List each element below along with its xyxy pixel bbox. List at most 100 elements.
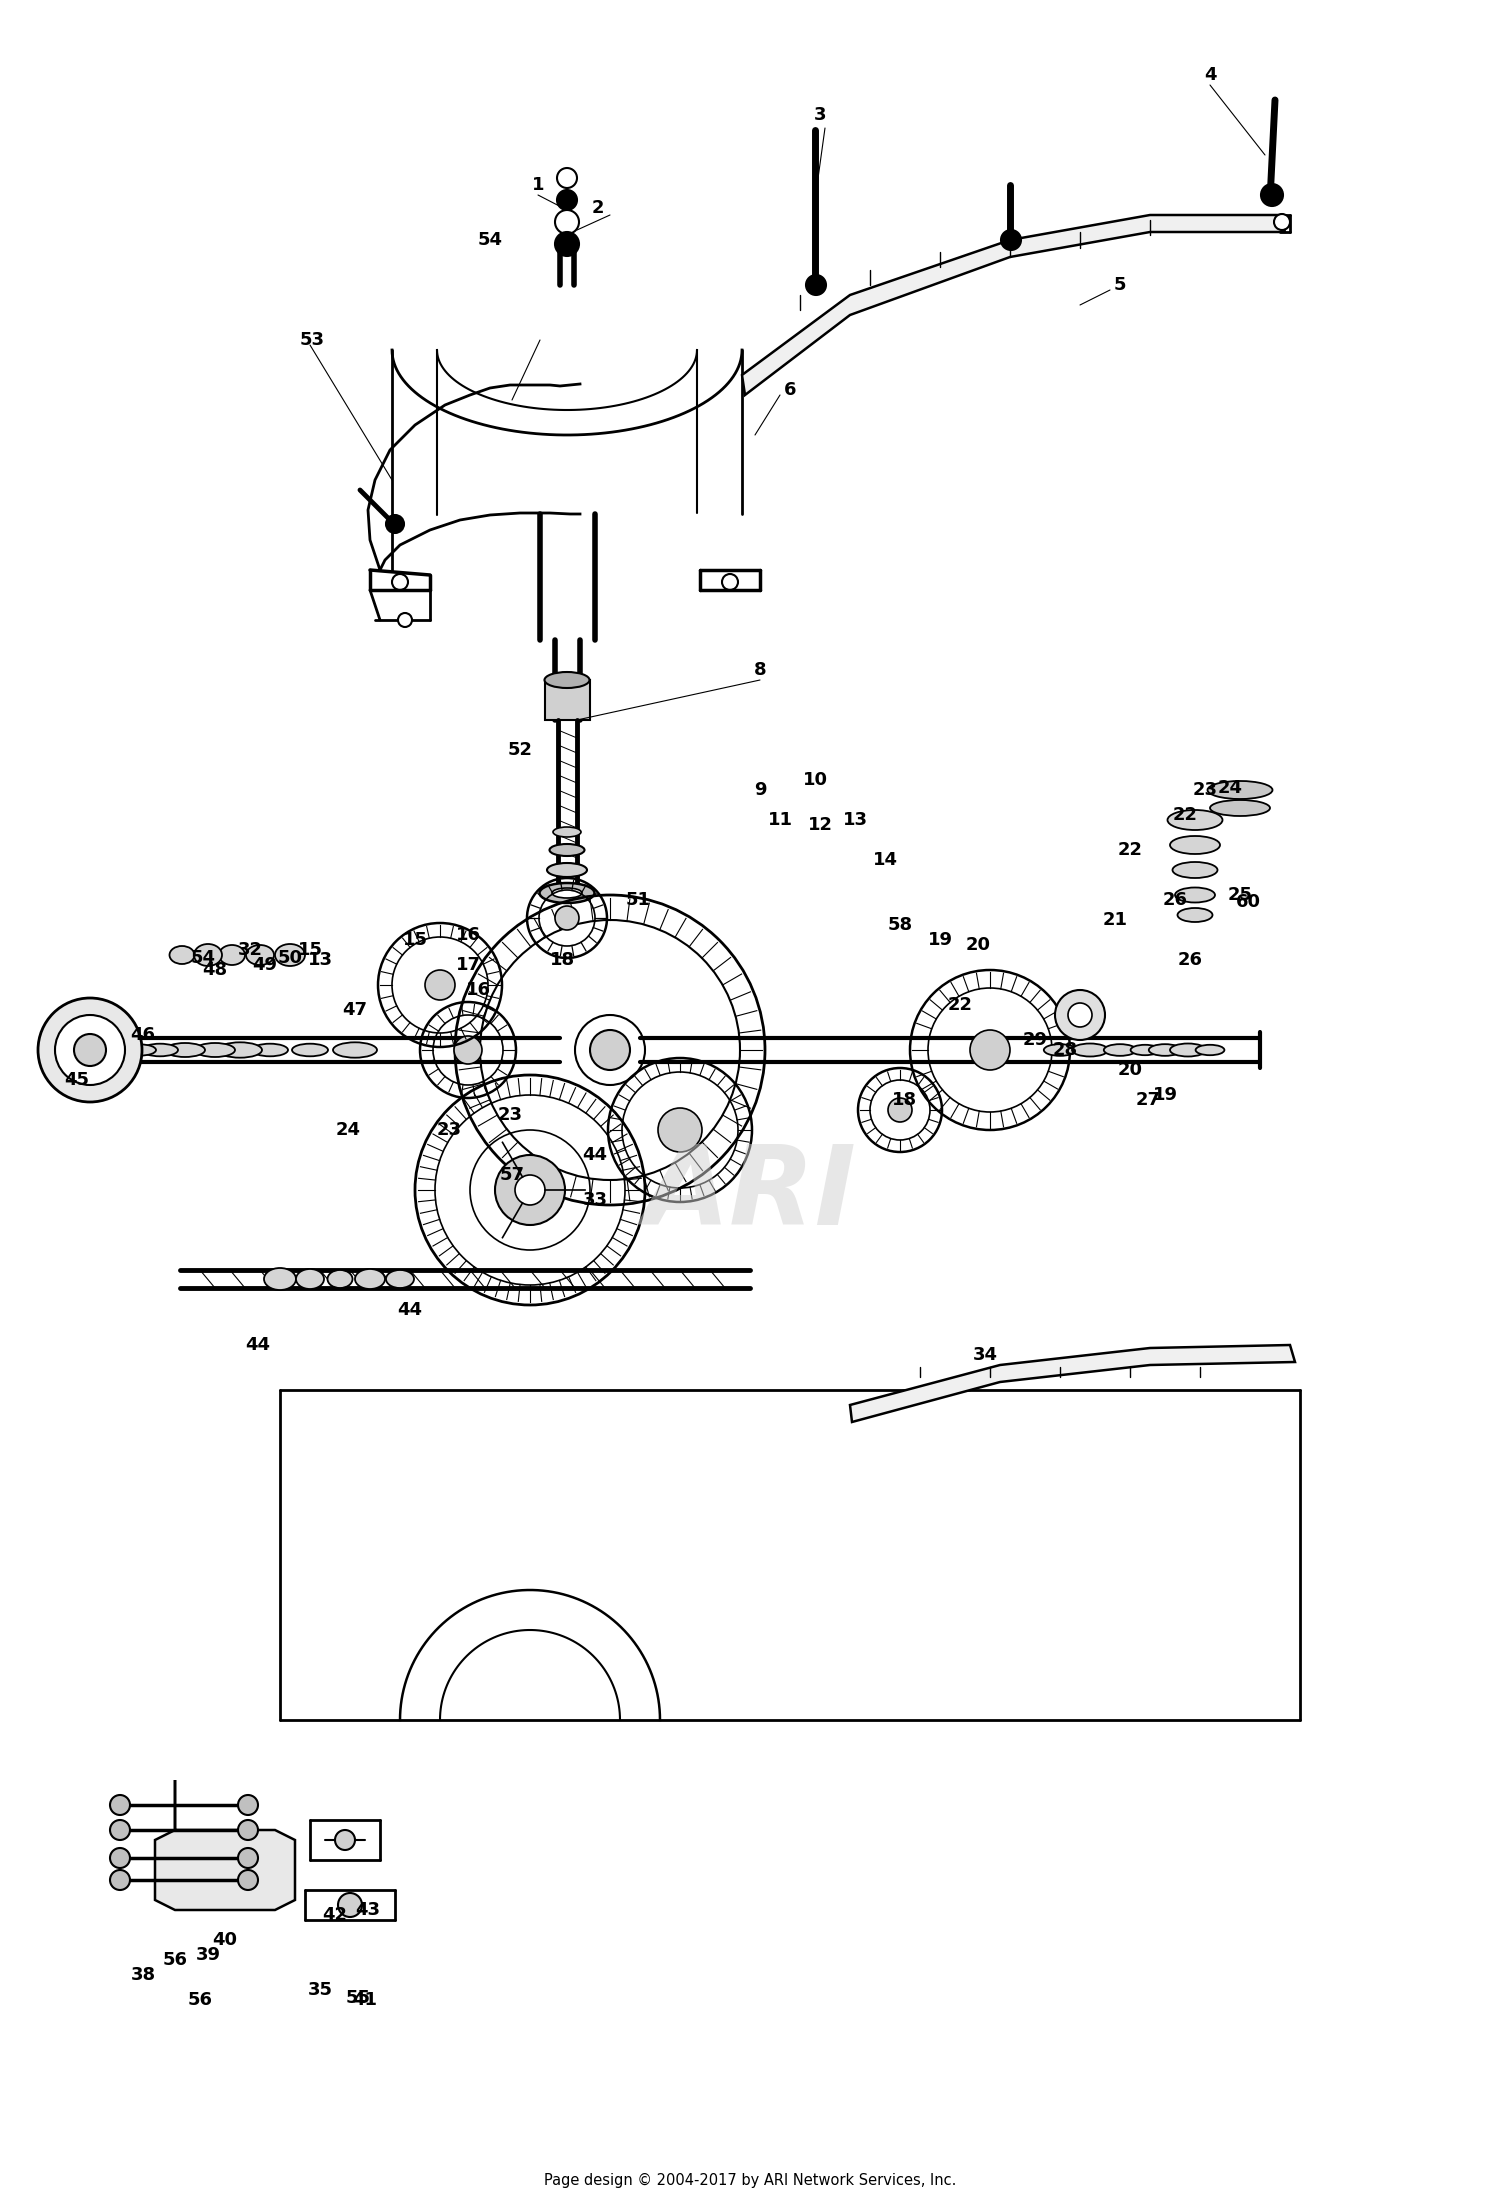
Ellipse shape (194, 945, 222, 967)
Circle shape (454, 1035, 482, 1064)
Text: 56: 56 (162, 1951, 188, 1969)
Ellipse shape (1208, 781, 1272, 799)
Ellipse shape (549, 845, 585, 856)
Text: 23: 23 (498, 1106, 522, 1124)
Circle shape (658, 1108, 702, 1152)
Text: 5: 5 (1113, 276, 1126, 294)
Circle shape (556, 190, 578, 210)
Text: 34: 34 (972, 1345, 998, 1365)
Ellipse shape (386, 1270, 414, 1287)
Text: 26: 26 (1178, 951, 1203, 969)
Ellipse shape (1167, 810, 1222, 830)
Text: 56: 56 (188, 1991, 213, 2008)
Circle shape (556, 168, 578, 188)
Ellipse shape (170, 947, 195, 964)
Circle shape (334, 1829, 356, 1849)
Circle shape (110, 1820, 130, 1840)
Text: 25: 25 (1227, 887, 1252, 905)
Circle shape (555, 907, 579, 929)
Text: 57: 57 (500, 1166, 525, 1183)
Polygon shape (544, 679, 590, 719)
Text: Page design © 2004-2017 by ARI Network Services, Inc.: Page design © 2004-2017 by ARI Network S… (544, 2172, 956, 2188)
Circle shape (1262, 184, 1282, 206)
Text: 49: 49 (252, 956, 278, 973)
Circle shape (110, 1794, 130, 1816)
Ellipse shape (217, 1042, 262, 1057)
Text: 38: 38 (130, 1966, 156, 1984)
Circle shape (514, 1175, 544, 1206)
Ellipse shape (327, 1270, 352, 1287)
Ellipse shape (1072, 1044, 1108, 1057)
Text: 32: 32 (237, 940, 262, 960)
Circle shape (970, 1031, 1010, 1071)
Text: 44: 44 (582, 1146, 608, 1164)
Circle shape (110, 1847, 130, 1867)
Text: 58: 58 (888, 916, 912, 933)
Text: 40: 40 (213, 1931, 237, 1949)
Circle shape (1274, 215, 1290, 230)
Ellipse shape (1104, 1044, 1136, 1055)
Polygon shape (742, 215, 1286, 396)
Text: 11: 11 (768, 812, 792, 830)
Text: 19: 19 (927, 931, 952, 949)
Ellipse shape (219, 945, 245, 964)
Ellipse shape (1170, 836, 1219, 854)
Ellipse shape (124, 1044, 156, 1055)
Circle shape (806, 274, 826, 294)
Ellipse shape (292, 1044, 328, 1057)
Text: 3: 3 (813, 106, 826, 124)
Ellipse shape (1149, 1044, 1180, 1055)
Ellipse shape (1131, 1044, 1160, 1055)
Circle shape (74, 1033, 106, 1066)
Text: 20: 20 (1118, 1062, 1143, 1079)
Circle shape (555, 232, 579, 257)
Ellipse shape (1170, 1044, 1206, 1057)
Text: 54: 54 (190, 949, 216, 967)
Text: 18: 18 (892, 1091, 918, 1108)
Circle shape (110, 1869, 130, 1889)
Circle shape (1054, 991, 1106, 1040)
Circle shape (495, 1155, 566, 1225)
Text: 9: 9 (753, 781, 766, 799)
Text: 54: 54 (477, 230, 502, 250)
Ellipse shape (165, 1044, 206, 1057)
Text: 20: 20 (966, 936, 990, 953)
Text: 45: 45 (64, 1071, 90, 1088)
Circle shape (590, 1031, 630, 1071)
Text: 35: 35 (308, 1982, 333, 2000)
Circle shape (888, 1097, 912, 1121)
Text: 51: 51 (626, 891, 651, 909)
Ellipse shape (264, 1267, 296, 1290)
Text: 18: 18 (550, 951, 576, 969)
Text: 19: 19 (1152, 1086, 1178, 1104)
Ellipse shape (552, 887, 582, 898)
Polygon shape (850, 1345, 1294, 1422)
Text: 1: 1 (531, 177, 544, 195)
Text: 22: 22 (1173, 805, 1197, 825)
Circle shape (238, 1869, 258, 1889)
Text: 50: 50 (278, 949, 303, 967)
Text: 55: 55 (345, 1989, 370, 2006)
Ellipse shape (274, 945, 304, 967)
Text: 23: 23 (436, 1121, 462, 1139)
Text: 22: 22 (1118, 841, 1143, 858)
Ellipse shape (296, 1270, 324, 1290)
Ellipse shape (356, 1270, 386, 1290)
Circle shape (238, 1820, 258, 1840)
Text: 27: 27 (1136, 1091, 1161, 1108)
Text: 2: 2 (591, 199, 604, 217)
Text: 53: 53 (300, 332, 324, 349)
Circle shape (386, 515, 404, 533)
Circle shape (238, 1847, 258, 1867)
Circle shape (398, 613, 412, 626)
Circle shape (38, 998, 142, 1102)
Ellipse shape (1210, 801, 1270, 816)
Circle shape (1068, 1002, 1092, 1026)
Ellipse shape (548, 863, 586, 876)
Ellipse shape (540, 883, 594, 902)
Text: 60: 60 (1236, 894, 1260, 911)
Text: 12: 12 (807, 816, 832, 834)
Text: 26: 26 (1162, 891, 1188, 909)
Text: 43: 43 (356, 1900, 381, 1920)
Text: 6: 6 (783, 380, 796, 398)
